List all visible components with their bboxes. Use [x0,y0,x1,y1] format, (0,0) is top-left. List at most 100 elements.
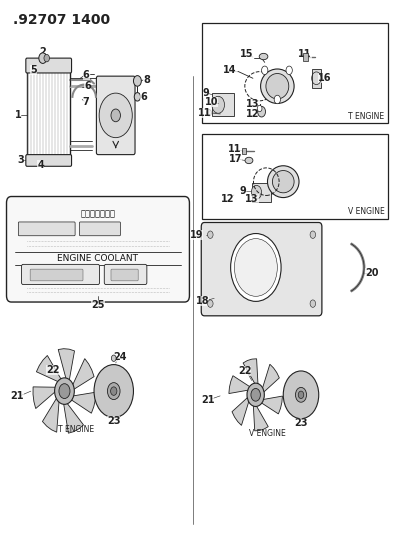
Ellipse shape [268,166,299,198]
Text: 12: 12 [221,193,235,204]
Text: 17: 17 [229,154,242,164]
Text: 7: 7 [83,97,89,107]
FancyBboxPatch shape [26,58,71,73]
Text: 11: 11 [298,50,312,59]
Circle shape [234,239,278,296]
Circle shape [207,110,212,116]
Text: 23: 23 [294,418,308,428]
Text: 12: 12 [246,109,260,119]
Circle shape [258,107,266,117]
Polygon shape [253,402,268,431]
Text: 22: 22 [238,366,251,376]
Circle shape [257,106,262,112]
FancyBboxPatch shape [201,222,322,316]
Bar [252,183,271,202]
Circle shape [212,96,225,114]
Polygon shape [262,364,279,394]
Circle shape [310,300,316,308]
FancyBboxPatch shape [26,155,71,166]
Text: 21: 21 [201,395,214,405]
Circle shape [44,54,50,62]
Ellipse shape [266,74,289,99]
Text: 19: 19 [190,230,203,240]
Text: 5: 5 [30,66,37,75]
FancyBboxPatch shape [30,269,83,281]
FancyBboxPatch shape [104,264,147,285]
Text: 10: 10 [205,97,218,107]
Polygon shape [260,396,282,414]
Circle shape [247,383,264,407]
Text: 4: 4 [37,160,44,169]
Text: 11: 11 [228,144,242,154]
Text: 25: 25 [91,300,105,310]
Bar [202,134,388,219]
Circle shape [112,355,116,361]
Polygon shape [243,359,258,387]
Circle shape [298,391,304,399]
Text: 13: 13 [246,99,260,109]
Text: .92707 1400: .92707 1400 [13,13,110,27]
Text: 24: 24 [113,352,126,361]
Ellipse shape [272,171,294,193]
Text: 6: 6 [84,81,91,91]
Polygon shape [42,395,59,432]
Circle shape [251,185,262,199]
Text: 18: 18 [196,296,209,306]
Text: 8: 8 [143,75,150,85]
Polygon shape [33,387,58,409]
FancyBboxPatch shape [18,222,75,236]
Polygon shape [232,396,250,425]
Text: 13: 13 [245,193,259,204]
Circle shape [94,365,133,418]
Text: 14: 14 [223,66,237,75]
Text: T ENGINE: T ENGINE [348,112,384,121]
FancyBboxPatch shape [6,197,189,302]
Circle shape [283,371,319,419]
Text: 6: 6 [140,92,146,102]
Circle shape [295,387,306,402]
FancyBboxPatch shape [111,269,138,281]
Text: 9: 9 [239,185,246,196]
Text: 11: 11 [198,108,212,118]
Text: V ENGINE: V ENGINE [249,429,286,438]
Circle shape [111,109,120,122]
Circle shape [286,66,292,75]
Text: 16: 16 [318,73,331,83]
Bar [303,53,308,61]
Text: 3: 3 [18,156,25,165]
Circle shape [208,231,213,238]
Bar [212,93,234,116]
Polygon shape [71,359,94,391]
Circle shape [208,300,213,308]
FancyBboxPatch shape [79,222,120,236]
Text: エンジン冷却水: エンジン冷却水 [81,209,116,218]
Circle shape [39,53,47,63]
Polygon shape [37,356,63,383]
Circle shape [99,93,132,138]
Ellipse shape [260,69,294,103]
Text: 15: 15 [240,50,253,59]
Text: 2: 2 [39,47,46,56]
Text: ENGINE COOLANT: ENGINE COOLANT [58,254,139,263]
Circle shape [274,95,281,104]
Polygon shape [63,400,83,433]
Circle shape [111,387,117,395]
Polygon shape [69,392,96,413]
Bar [242,148,246,154]
Text: 22: 22 [46,365,60,375]
FancyBboxPatch shape [96,76,135,155]
Circle shape [108,383,120,400]
Circle shape [262,66,268,75]
Text: V ENGINE: V ENGINE [348,207,384,216]
Bar [312,69,321,88]
Text: 20: 20 [365,269,379,278]
Text: T ENGINE: T ENGINE [58,425,94,434]
Text: 21: 21 [10,391,24,401]
FancyBboxPatch shape [21,264,100,285]
Circle shape [231,233,281,301]
Circle shape [310,231,316,238]
Polygon shape [58,349,75,383]
Circle shape [55,378,74,405]
Circle shape [133,76,141,86]
Ellipse shape [259,53,268,60]
